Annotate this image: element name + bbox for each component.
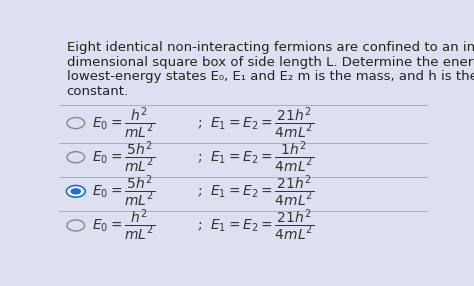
Text: dimensional square box of side length L. Determine the energies of the three: dimensional square box of side length L.…	[66, 56, 474, 69]
Text: $E_1 = E_2 = \dfrac{21h^2}{4mL^2}$: $E_1 = E_2 = \dfrac{21h^2}{4mL^2}$	[210, 174, 314, 209]
Ellipse shape	[66, 186, 85, 197]
Text: lowest-energy states E₀, E₁ and E₂ m is the mass, and h is the Planck’s: lowest-energy states E₀, E₁ and E₂ m is …	[66, 70, 474, 84]
Text: $E_1 = E_2 = \dfrac{21h^2}{4mL^2}$: $E_1 = E_2 = \dfrac{21h^2}{4mL^2}$	[210, 208, 314, 243]
Text: $E_0 = \dfrac{5h^2}{mL^2}$: $E_0 = \dfrac{5h^2}{mL^2}$	[92, 140, 155, 175]
Text: $E_0 = \dfrac{5h^2}{mL^2}$: $E_0 = \dfrac{5h^2}{mL^2}$	[92, 174, 155, 209]
Text: ;: ;	[197, 150, 201, 164]
Text: $E_1 = E_2 = \dfrac{21h^2}{4mL^2}$: $E_1 = E_2 = \dfrac{21h^2}{4mL^2}$	[210, 105, 314, 141]
Text: constant.: constant.	[66, 85, 129, 98]
Text: $E_0 = \dfrac{h^2}{mL^2}$: $E_0 = \dfrac{h^2}{mL^2}$	[92, 208, 155, 243]
Text: $E_1 = E_2 = \dfrac{1h^2}{4mL^2}$: $E_1 = E_2 = \dfrac{1h^2}{4mL^2}$	[210, 140, 314, 175]
Text: Eight identical non-interacting fermions are confined to an infinite two-: Eight identical non-interacting fermions…	[66, 41, 474, 54]
Text: ;: ;	[197, 184, 201, 198]
Text: $E_0 = \dfrac{h^2}{mL^2}$: $E_0 = \dfrac{h^2}{mL^2}$	[92, 105, 155, 141]
Text: ;: ;	[197, 219, 201, 233]
Ellipse shape	[71, 188, 81, 194]
Text: ;: ;	[197, 116, 201, 130]
